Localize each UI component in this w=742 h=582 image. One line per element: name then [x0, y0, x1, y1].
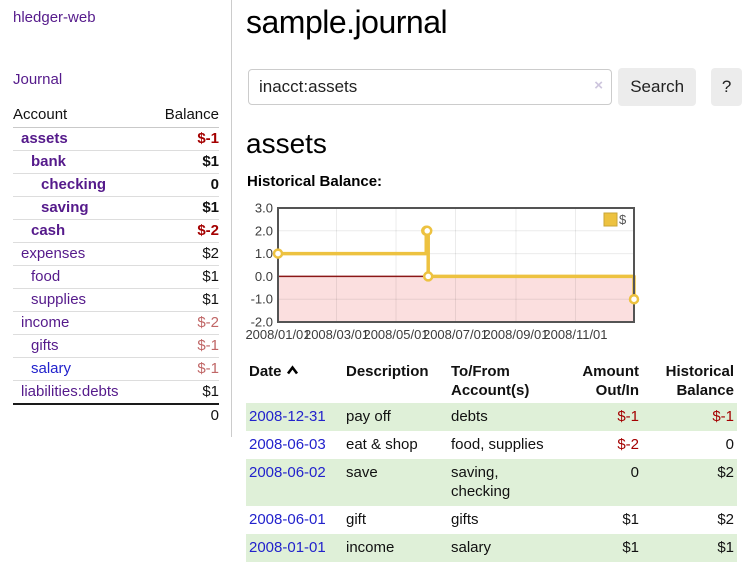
- account-link-checking[interactable]: checking: [41, 176, 107, 193]
- svg-text:2008/09/01: 2008/09/01: [483, 327, 548, 342]
- account-row: saving $1: [13, 196, 219, 220]
- account-balance: 0: [149, 173, 219, 197]
- account-link-saving[interactable]: saving: [41, 199, 89, 216]
- svg-text:2008/03/01: 2008/03/01: [304, 327, 369, 342]
- brand-link[interactable]: hledger-web: [13, 9, 96, 26]
- account-row: assets $-1: [13, 128, 219, 151]
- svg-text:$: $: [619, 212, 627, 227]
- sidebar: hledger-web Journal Account Balance asse…: [0, 0, 232, 437]
- account-balance: $-2: [149, 311, 219, 335]
- account-row: gifts $-1: [13, 334, 219, 358]
- account-link-income[interactable]: income: [21, 314, 70, 331]
- account-link-gifts[interactable]: gifts: [31, 337, 59, 354]
- account-balance: $1: [149, 265, 219, 289]
- svg-text:-1.0: -1.0: [251, 292, 273, 307]
- sidebar-item-journal[interactable]: Journal: [13, 71, 63, 88]
- account-link-cash[interactable]: cash: [31, 222, 66, 239]
- transaction-date-link[interactable]: 2008-06-02: [249, 464, 326, 481]
- register-row[interactable]: 2008-01-01 income salary $1 $1: [246, 534, 737, 562]
- transaction-date-link[interactable]: 2008-06-03: [249, 436, 326, 453]
- account-row: cash $-2: [13, 219, 219, 243]
- svg-text:2008/07/01: 2008/07/01: [423, 327, 488, 342]
- account-row: food $1: [13, 265, 219, 289]
- svg-text:2.0: 2.0: [255, 223, 273, 238]
- search-form: × Search ?: [248, 68, 742, 106]
- register-header-date[interactable]: Date: [246, 360, 343, 403]
- account-link-assets[interactable]: assets: [21, 130, 68, 147]
- account-link-liabilities-debts[interactable]: liabilities:debts: [21, 383, 119, 400]
- svg-text:3.0: 3.0: [255, 202, 273, 216]
- account-balance: $1: [149, 288, 219, 312]
- accounts-total-row: 0: [13, 403, 219, 427]
- account-link-bank[interactable]: bank: [31, 153, 67, 170]
- transaction-date-link[interactable]: 2008-01-01: [249, 539, 326, 556]
- account-link-food[interactable]: food: [31, 268, 61, 285]
- account-balance: $-1: [149, 334, 219, 358]
- account-heading: assets: [246, 128, 327, 159]
- svg-text:1.0: 1.0: [255, 246, 273, 261]
- page-title: sample.journal: [246, 4, 448, 40]
- search-button[interactable]: Search: [618, 68, 697, 106]
- accounts-table: Account Balance assets $-1 bank $1 check…: [13, 103, 219, 427]
- register-header-balance: Historical Balance: [665, 363, 734, 399]
- svg-text:-2.0: -2.0: [251, 315, 273, 330]
- account-link-salary[interactable]: salary: [31, 360, 72, 377]
- account-link-expenses[interactable]: expenses: [21, 245, 86, 262]
- account-row: bank $1: [13, 150, 219, 174]
- register-header-description: Description: [346, 363, 429, 380]
- account-balance: $1: [149, 150, 219, 174]
- account-link-supplies[interactable]: supplies: [31, 291, 87, 308]
- accounts-total-balance: 0: [149, 403, 219, 427]
- account-balance: $1: [149, 196, 219, 220]
- accounts-header-account: Account: [13, 103, 150, 128]
- balance-chart-svg: $3.0 2.0 1.0 0.0 -1.0 -2.02008/01/012008/03/0…: [245, 202, 640, 342]
- svg-text:0.0: 0.0: [255, 269, 273, 284]
- register-row[interactable]: 2008-12-31 pay off debts $-1 $-1: [246, 403, 737, 431]
- register-row[interactable]: 2008-06-03 eat & shop food, supplies $-2…: [249, 436, 734, 453]
- svg-text:2008/11/01: 2008/11/01: [543, 327, 607, 342]
- svg-text:2008/05/01: 2008/05/01: [363, 327, 428, 342]
- register-header-amount: Amount Out/In: [582, 363, 639, 399]
- account-balance: $2: [149, 242, 219, 266]
- sort-ascending-icon: [286, 362, 299, 381]
- help-button[interactable]: ?: [711, 68, 742, 106]
- search-input[interactable]: [248, 69, 612, 105]
- transaction-date-link[interactable]: 2008-12-31: [249, 408, 326, 425]
- accounts-header-balance: Balance: [149, 103, 219, 128]
- clear-search-icon[interactable]: ×: [594, 77, 603, 94]
- account-balance: $-2: [149, 219, 219, 243]
- account-row: liabilities:debts $1: [13, 380, 219, 404]
- chart-title: Historical Balance:: [247, 173, 383, 190]
- account-row: salary $-1: [13, 357, 219, 381]
- register-row[interactable]: 2008-06-02 save saving, checking 0 $2: [246, 459, 737, 506]
- account-balance: $-1: [149, 357, 219, 381]
- transaction-date-link[interactable]: 2008-06-01: [249, 511, 326, 528]
- account-row: checking 0: [13, 173, 219, 197]
- svg-text:2008/01/01: 2008/01/01: [245, 327, 310, 342]
- register-header-accounts: To/From Account(s): [451, 363, 530, 399]
- account-row: income $-2: [13, 311, 219, 335]
- account-row: expenses $2: [13, 242, 219, 266]
- register-header-row: Date Description To/From Account(s) Amou…: [246, 360, 737, 403]
- account-row: supplies $1: [13, 288, 219, 312]
- register-row[interactable]: 2008-06-01 gift gifts $1 $2: [249, 511, 734, 528]
- account-balance: $1: [149, 380, 219, 404]
- register-table: Date Description To/From Account(s) Amou…: [246, 360, 737, 562]
- account-balance: $-1: [197, 130, 219, 147]
